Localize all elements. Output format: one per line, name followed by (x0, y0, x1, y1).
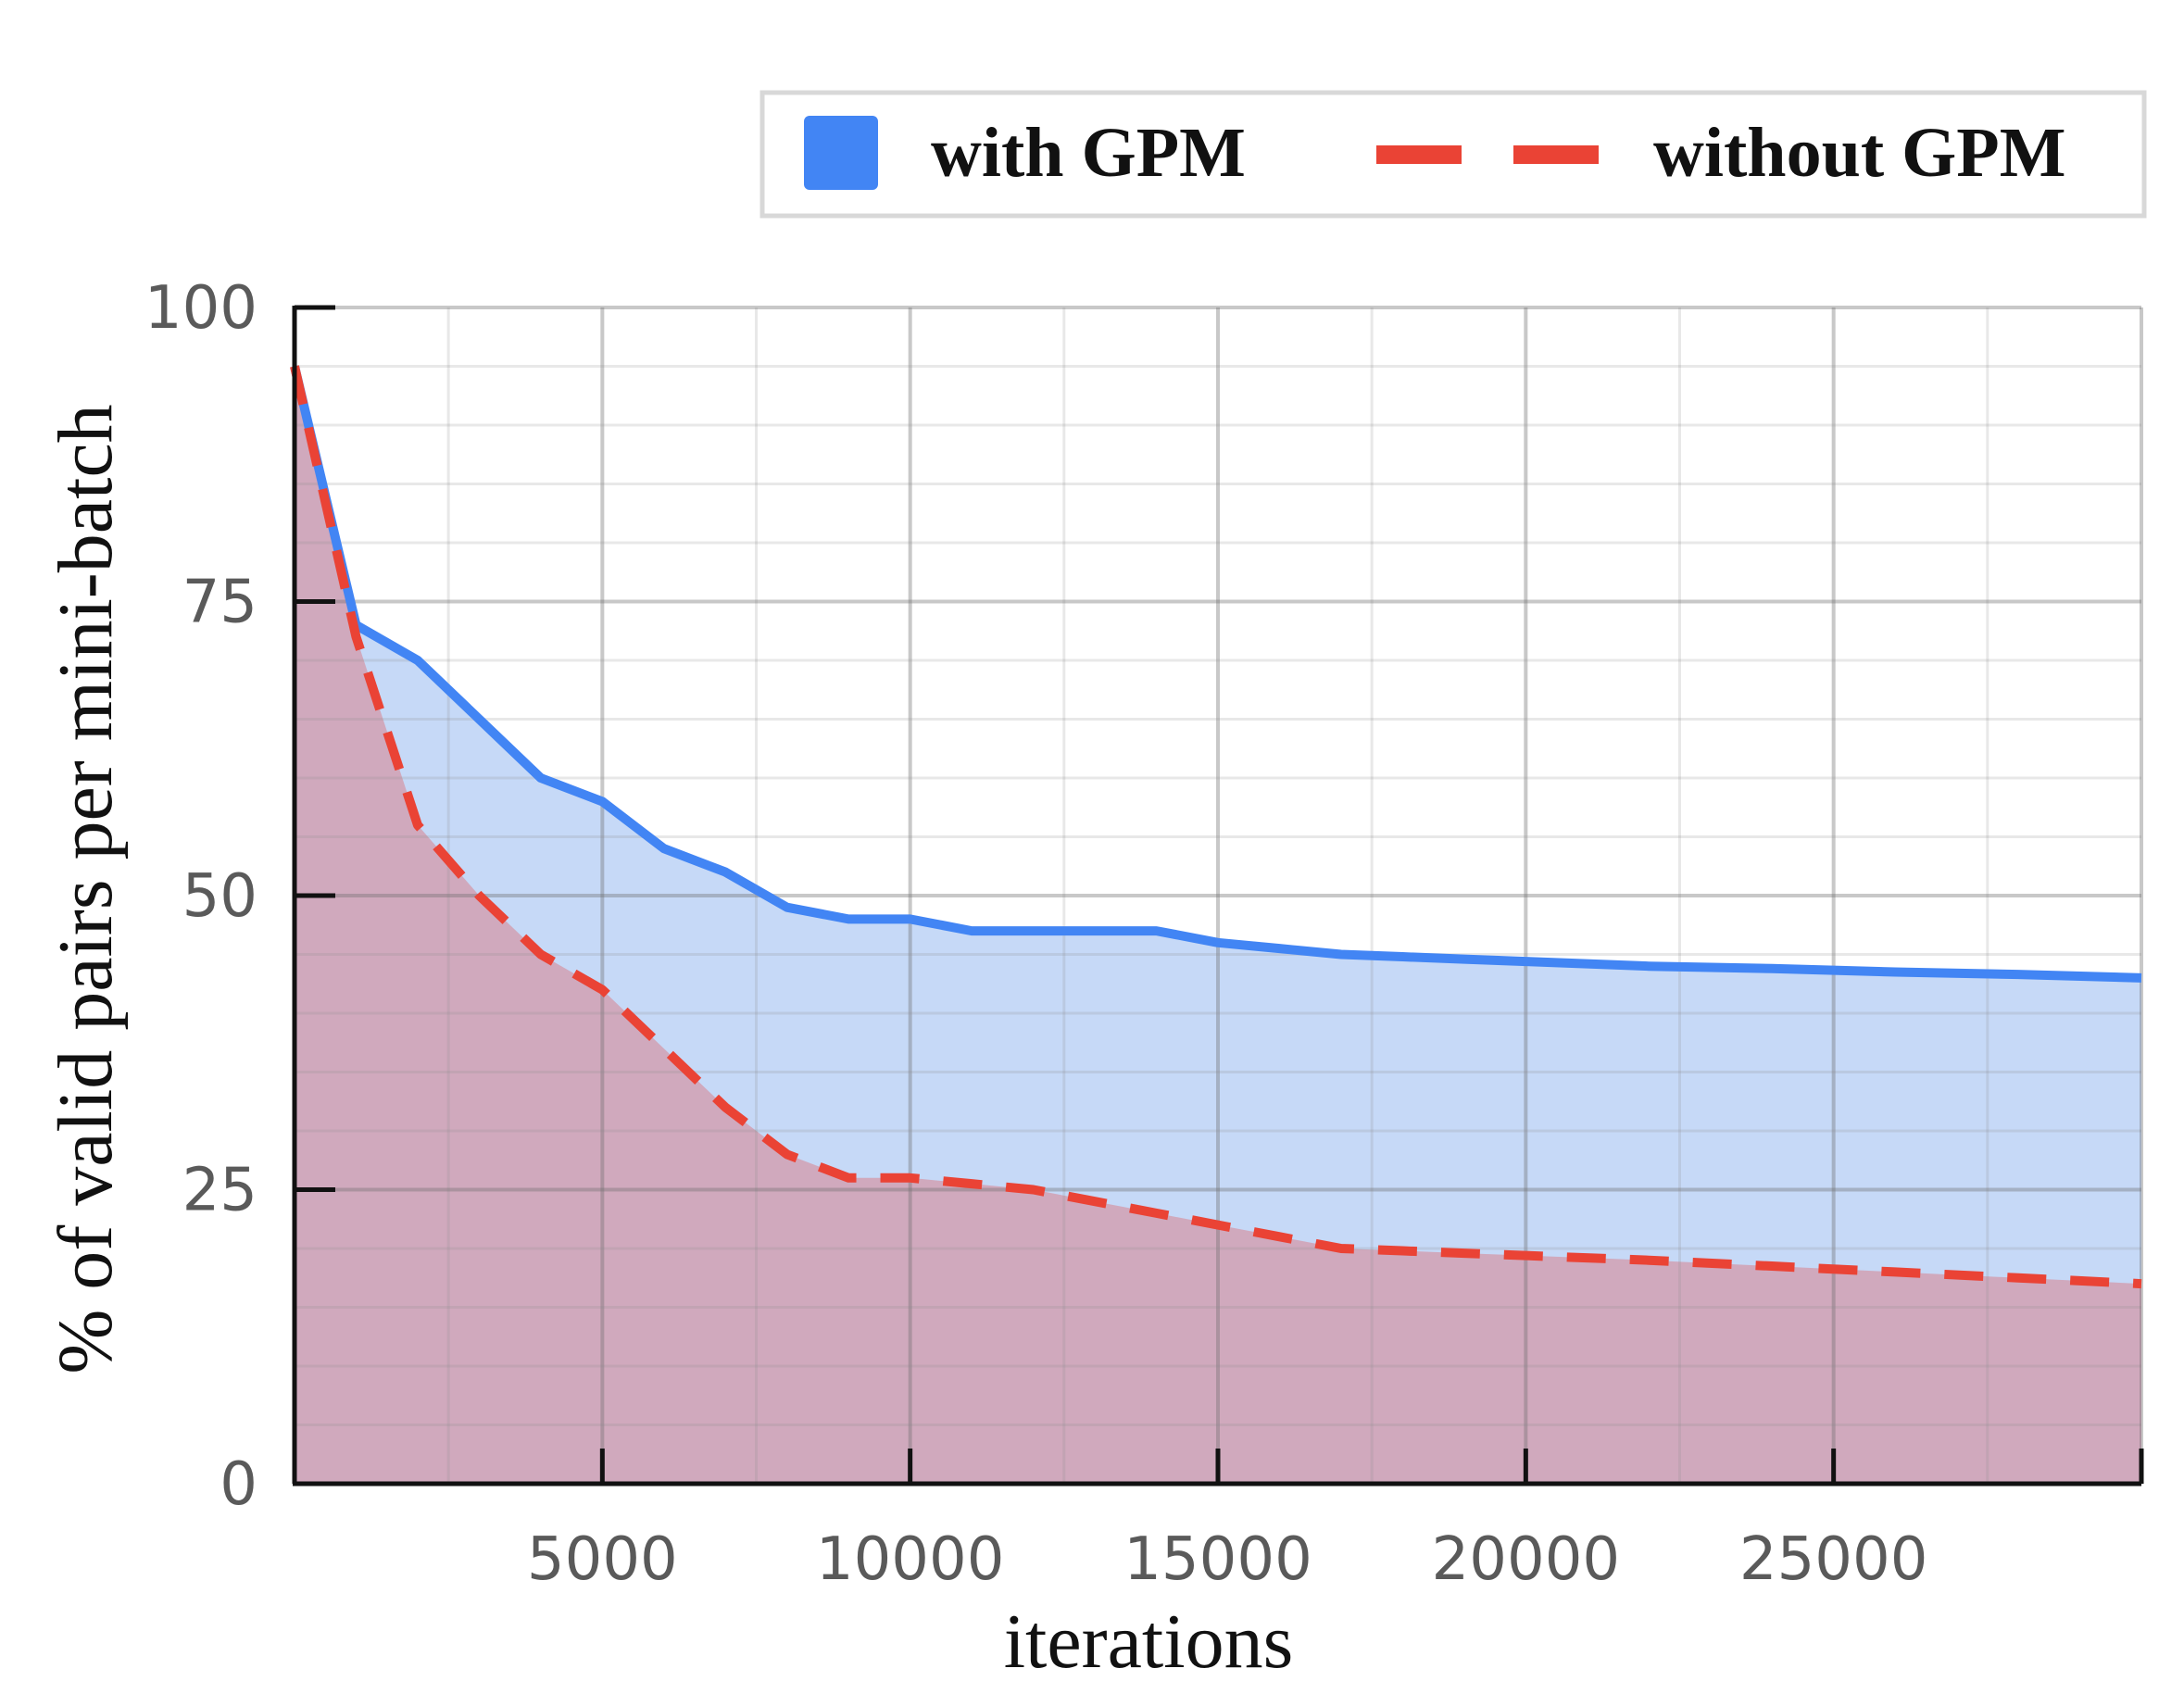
x-tick-label: 10000 (816, 1525, 1005, 1594)
y-tick-label: 100 (144, 274, 257, 343)
series-lines (290, 365, 2142, 1289)
x-axis-label: iterations (1004, 1599, 1294, 1681)
y-tick-label: 75 (182, 569, 257, 637)
x-tick-label: 15000 (1123, 1525, 1312, 1594)
y-tick-label: 0 (220, 1450, 257, 1519)
x-tick-label: 5000 (527, 1525, 678, 1594)
axes (292, 305, 2144, 1487)
area-fills (295, 366, 2141, 1484)
grid-lines (295, 306, 2143, 1484)
legend-swatch-with-gpm (804, 116, 878, 190)
legend: with GPM without GPM (759, 90, 2147, 219)
legend-label-without-gpm: without GPM (1653, 114, 2065, 192)
line-with-gpm (290, 365, 2142, 983)
area-without-gpm (295, 366, 2141, 1484)
legend-label-with-gpm: with GPM (931, 114, 1246, 192)
x-tick-label: 20000 (1432, 1525, 1621, 1594)
line-without-gpm (290, 365, 2142, 1289)
y-tick-label: 25 (182, 1157, 257, 1225)
x-tick-label: 25000 (1739, 1525, 1928, 1594)
tick-labels: 0 25 50 75 100 5000 10000 15000 20000 25000 (144, 274, 1928, 1594)
y-axis-label: % of valid pairs per mini-batch (43, 404, 129, 1374)
y-tick-label: 50 (182, 862, 257, 931)
